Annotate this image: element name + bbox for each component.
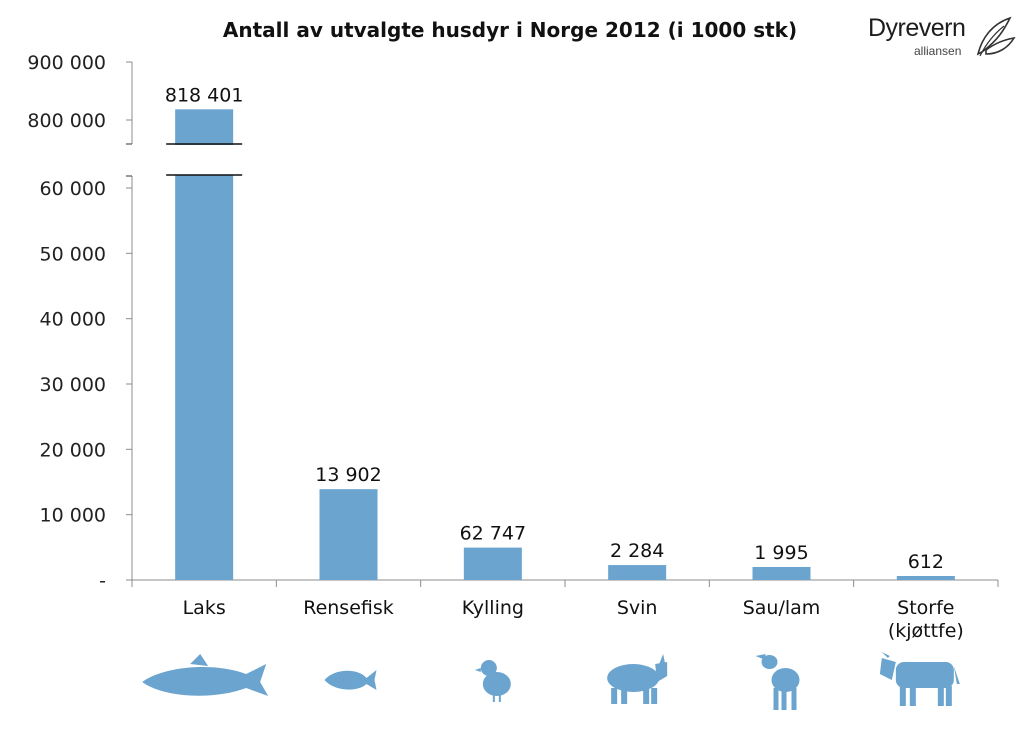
lamb-icon <box>755 654 800 710</box>
category-label: (kjøttfe) <box>888 620 964 642</box>
bar <box>608 565 667 580</box>
category-label: Kylling <box>462 597 524 619</box>
data-label: 13 902 <box>315 464 381 486</box>
category-label: Svin <box>617 597 658 619</box>
y-tick-label: 60 000 <box>40 178 106 200</box>
category-label: Laks <box>183 597 226 619</box>
bar <box>319 489 378 580</box>
y-tick-label: 10 000 <box>40 505 106 527</box>
leaf-logo-icon <box>976 16 1016 57</box>
cleaner-fish-icon <box>324 670 377 690</box>
logo-subtitle: alliansen <box>914 44 962 58</box>
y-tick-label: 800 000 <box>27 110 106 132</box>
y-tick-label: 20 000 <box>40 439 106 461</box>
salmon-icon <box>142 654 269 696</box>
chick-icon <box>474 660 511 702</box>
data-label: 1 995 <box>754 542 808 564</box>
data-label: 612 <box>908 551 944 573</box>
logo-name: Dyrevern <box>868 14 966 42</box>
bar <box>896 576 955 580</box>
data-label: 2 284 <box>610 540 664 562</box>
data-label: 818 401 <box>165 84 244 106</box>
y-tick-label: 50 000 <box>40 243 106 265</box>
y-tick-label: 30 000 <box>40 374 106 396</box>
axis-break-gap <box>164 145 245 175</box>
bar <box>175 109 234 580</box>
data-label: 62 747 <box>460 523 526 545</box>
y-tick-label: 40 000 <box>40 309 106 331</box>
y-tick-label: 900 000 <box>27 52 106 74</box>
chart-title: Antall av utvalgte husdyr i Norge 2012 (… <box>222 18 798 42</box>
bar <box>752 566 811 580</box>
y-tick-label: - <box>99 570 106 592</box>
category-label: Storfe <box>897 597 954 619</box>
category-label: Rensefisk <box>303 597 394 619</box>
bar <box>463 547 522 580</box>
dyrevern-logo: Dyrevern alliansen <box>868 14 1018 64</box>
pig-icon <box>607 654 668 704</box>
category-label: Sau/lam <box>743 597 821 619</box>
cow-icon <box>879 652 960 706</box>
